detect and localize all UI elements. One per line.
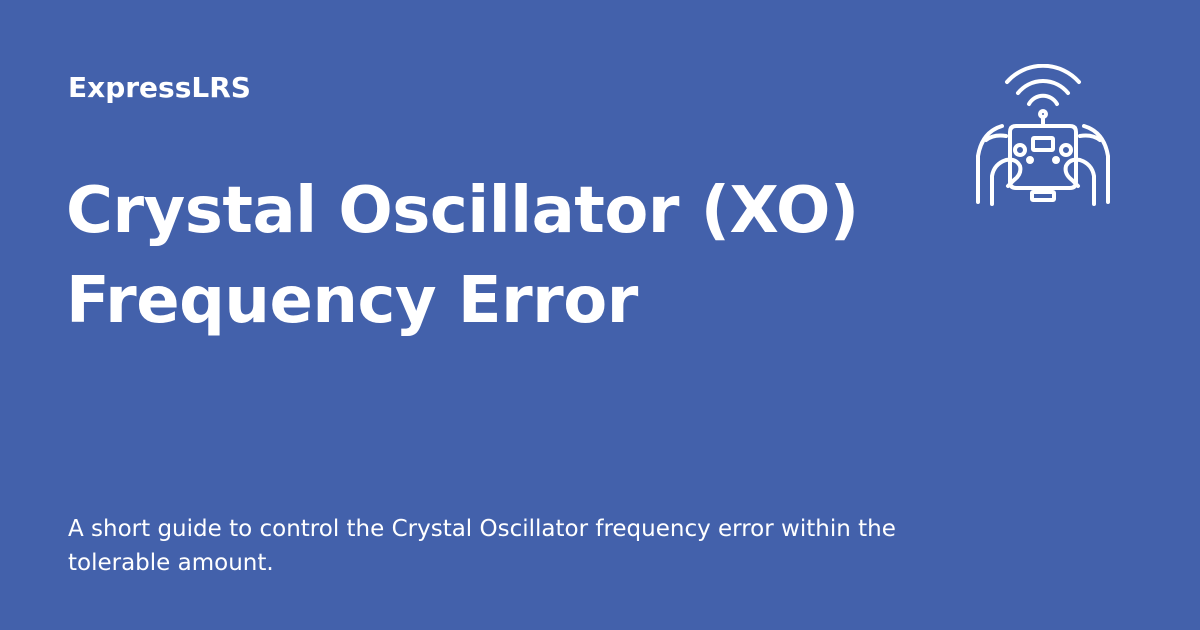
radio-controller-hands-icon-graphic <box>976 64 1110 206</box>
page-description: A short guide to control the Crystal Osc… <box>68 516 896 576</box>
radio-controller-hands-icon <box>972 64 1114 206</box>
page-title: Crystal Oscillator (XO) Frequency Error <box>66 174 859 338</box>
site-name: ExpressLRS <box>68 71 251 104</box>
